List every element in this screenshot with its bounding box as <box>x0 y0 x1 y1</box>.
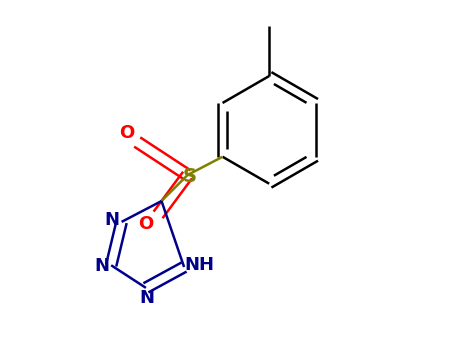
Text: NH: NH <box>185 256 215 274</box>
Text: N: N <box>104 211 119 229</box>
Text: S: S <box>182 167 196 186</box>
Text: N: N <box>94 257 109 275</box>
Text: O: O <box>119 124 134 142</box>
Text: O: O <box>138 215 153 233</box>
Text: N: N <box>139 289 154 307</box>
